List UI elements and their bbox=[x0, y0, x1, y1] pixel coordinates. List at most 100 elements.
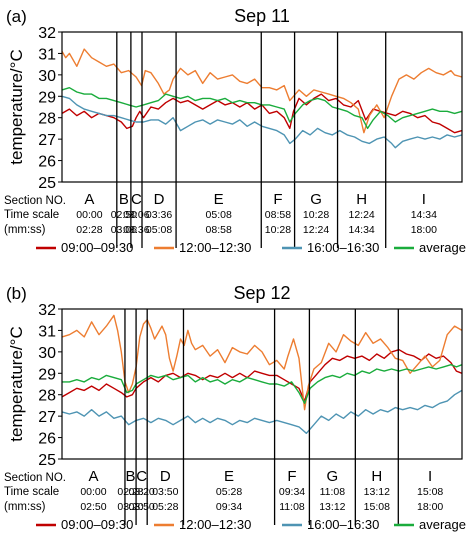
section-start: 02:50 bbox=[111, 209, 137, 221]
section-start: 10:28 bbox=[303, 209, 329, 221]
legend-label-3: average bbox=[419, 517, 466, 532]
series-line-2 bbox=[61, 95, 463, 149]
section-start: 15:08 bbox=[417, 486, 443, 498]
y-tick-label: 28 bbox=[38, 111, 56, 128]
legend-label-1: 12:00–12:30 bbox=[179, 517, 251, 532]
y-tick-label: 32 bbox=[38, 302, 56, 319]
legend-label-1: 12:00–12:30 bbox=[179, 240, 251, 255]
legend-label-2: 16:00–16:30 bbox=[307, 240, 379, 255]
section-name: G bbox=[310, 191, 322, 208]
section-name: F bbox=[273, 191, 282, 208]
y-tick-label: 30 bbox=[38, 345, 56, 362]
section-name: A bbox=[84, 191, 94, 208]
section-name: I bbox=[428, 468, 432, 485]
y-tick-label: 30 bbox=[38, 68, 56, 85]
section-end: 03:06 bbox=[111, 224, 137, 236]
series-line-0 bbox=[61, 349, 463, 402]
section-end: 03:50 bbox=[128, 501, 154, 513]
section-end: 11:08 bbox=[279, 501, 305, 513]
series-line-3 bbox=[62, 364, 463, 404]
series-line-0 bbox=[61, 93, 463, 134]
section-end: 15:08 bbox=[364, 501, 390, 513]
time-scale-header: Time scale bbox=[4, 209, 59, 221]
chart-panel-0: (a) Sep 11 temperature/°C 25 26 27 28 29 30 31 32 S… bbox=[4, 6, 466, 255]
y-tick-label: 25 bbox=[38, 452, 56, 469]
panel-label: (b) bbox=[6, 284, 27, 303]
section-start: 03:36 bbox=[146, 209, 172, 221]
section-end: 12:24 bbox=[303, 224, 329, 236]
y-tick-label: 32 bbox=[38, 25, 56, 42]
section-start: 08:58 bbox=[265, 209, 291, 221]
section-name: D bbox=[160, 468, 171, 485]
section-name: B bbox=[126, 468, 136, 485]
series-line-1 bbox=[61, 48, 463, 134]
section-end: 18:00 bbox=[417, 501, 443, 513]
y-axis-label: temperature/°C bbox=[7, 49, 26, 164]
y-tick-label: 25 bbox=[38, 175, 56, 192]
y-tick-label: 31 bbox=[38, 46, 56, 63]
section-start: 03:06 bbox=[123, 209, 149, 221]
section-name: D bbox=[154, 191, 165, 208]
section-name: I bbox=[422, 191, 426, 208]
y-tick-label: 29 bbox=[38, 89, 56, 106]
legend-label-0: 09:00–09:30 bbox=[61, 240, 133, 255]
section-header: Section NO. bbox=[4, 195, 66, 207]
section-start: 00:00 bbox=[80, 486, 106, 498]
y-tick-label: 31 bbox=[38, 323, 56, 340]
series-line-3 bbox=[61, 87, 463, 130]
section-end: 05:08 bbox=[146, 224, 172, 236]
y-tick-label: 28 bbox=[38, 388, 56, 405]
section-end: 09:34 bbox=[216, 501, 242, 513]
section-end: 02:28 bbox=[76, 224, 102, 236]
section-end: 13:12 bbox=[319, 501, 345, 513]
section-name: C bbox=[136, 468, 147, 485]
y-tick-label: 26 bbox=[38, 154, 56, 171]
section-end: 14:34 bbox=[348, 224, 374, 236]
time-scale-header: Time scale bbox=[4, 486, 59, 498]
time-scale-unit: (mm:ss) bbox=[4, 501, 46, 513]
section-end: 03:20 bbox=[117, 501, 143, 513]
section-start: 00:00 bbox=[76, 209, 102, 221]
section-name: E bbox=[224, 468, 234, 485]
section-start: 05:08 bbox=[206, 209, 232, 221]
time-scale-unit: (mm:ss) bbox=[4, 224, 46, 236]
section-start: 05:28 bbox=[216, 486, 242, 498]
plot-frame bbox=[61, 308, 463, 460]
section-name: B bbox=[119, 191, 129, 208]
section-start: 14:34 bbox=[411, 209, 437, 221]
y-tick-label: 27 bbox=[38, 132, 56, 149]
y-tick-label: 29 bbox=[38, 366, 56, 383]
section-header: Section NO. bbox=[4, 472, 66, 484]
section-start: 13:12 bbox=[364, 486, 390, 498]
y-axis-label: temperature/°C bbox=[7, 326, 26, 441]
section-start: 09:34 bbox=[279, 486, 305, 498]
legend-label-0: 09:00–09:30 bbox=[61, 517, 133, 532]
series-line-1 bbox=[61, 314, 463, 411]
section-start: 11:08 bbox=[320, 486, 346, 498]
section-start: 12:24 bbox=[348, 209, 374, 221]
section-name: F bbox=[287, 468, 296, 485]
section-name: C bbox=[131, 191, 142, 208]
chart-title: Sep 11 bbox=[234, 6, 290, 26]
y-tick-label: 26 bbox=[38, 431, 56, 448]
legend-label-3: average bbox=[419, 240, 466, 255]
section-name: H bbox=[356, 191, 367, 208]
section-start: 03:20 bbox=[128, 486, 154, 498]
series-line-2 bbox=[61, 389, 463, 434]
section-name: H bbox=[371, 468, 382, 485]
y-tick-label: 27 bbox=[38, 409, 56, 426]
section-end: 08:58 bbox=[206, 224, 232, 236]
section-end: 03:36 bbox=[123, 224, 149, 236]
section-end: 02:50 bbox=[80, 501, 106, 513]
panel-label: (a) bbox=[6, 7, 27, 26]
section-name: E bbox=[214, 191, 224, 208]
chart-title: Sep 12 bbox=[233, 283, 290, 303]
legend-label-2: 16:00–16:30 bbox=[307, 517, 379, 532]
section-end: 05:28 bbox=[152, 501, 178, 513]
section-start: 02:28 bbox=[117, 486, 143, 498]
section-start: 03:50 bbox=[152, 486, 178, 498]
chart-panel-1: (b) Sep 12 temperature/°C 25 26 27 28 29 30 31 32 S… bbox=[4, 283, 466, 532]
section-end: 18:00 bbox=[411, 224, 437, 236]
section-name: A bbox=[88, 468, 98, 485]
